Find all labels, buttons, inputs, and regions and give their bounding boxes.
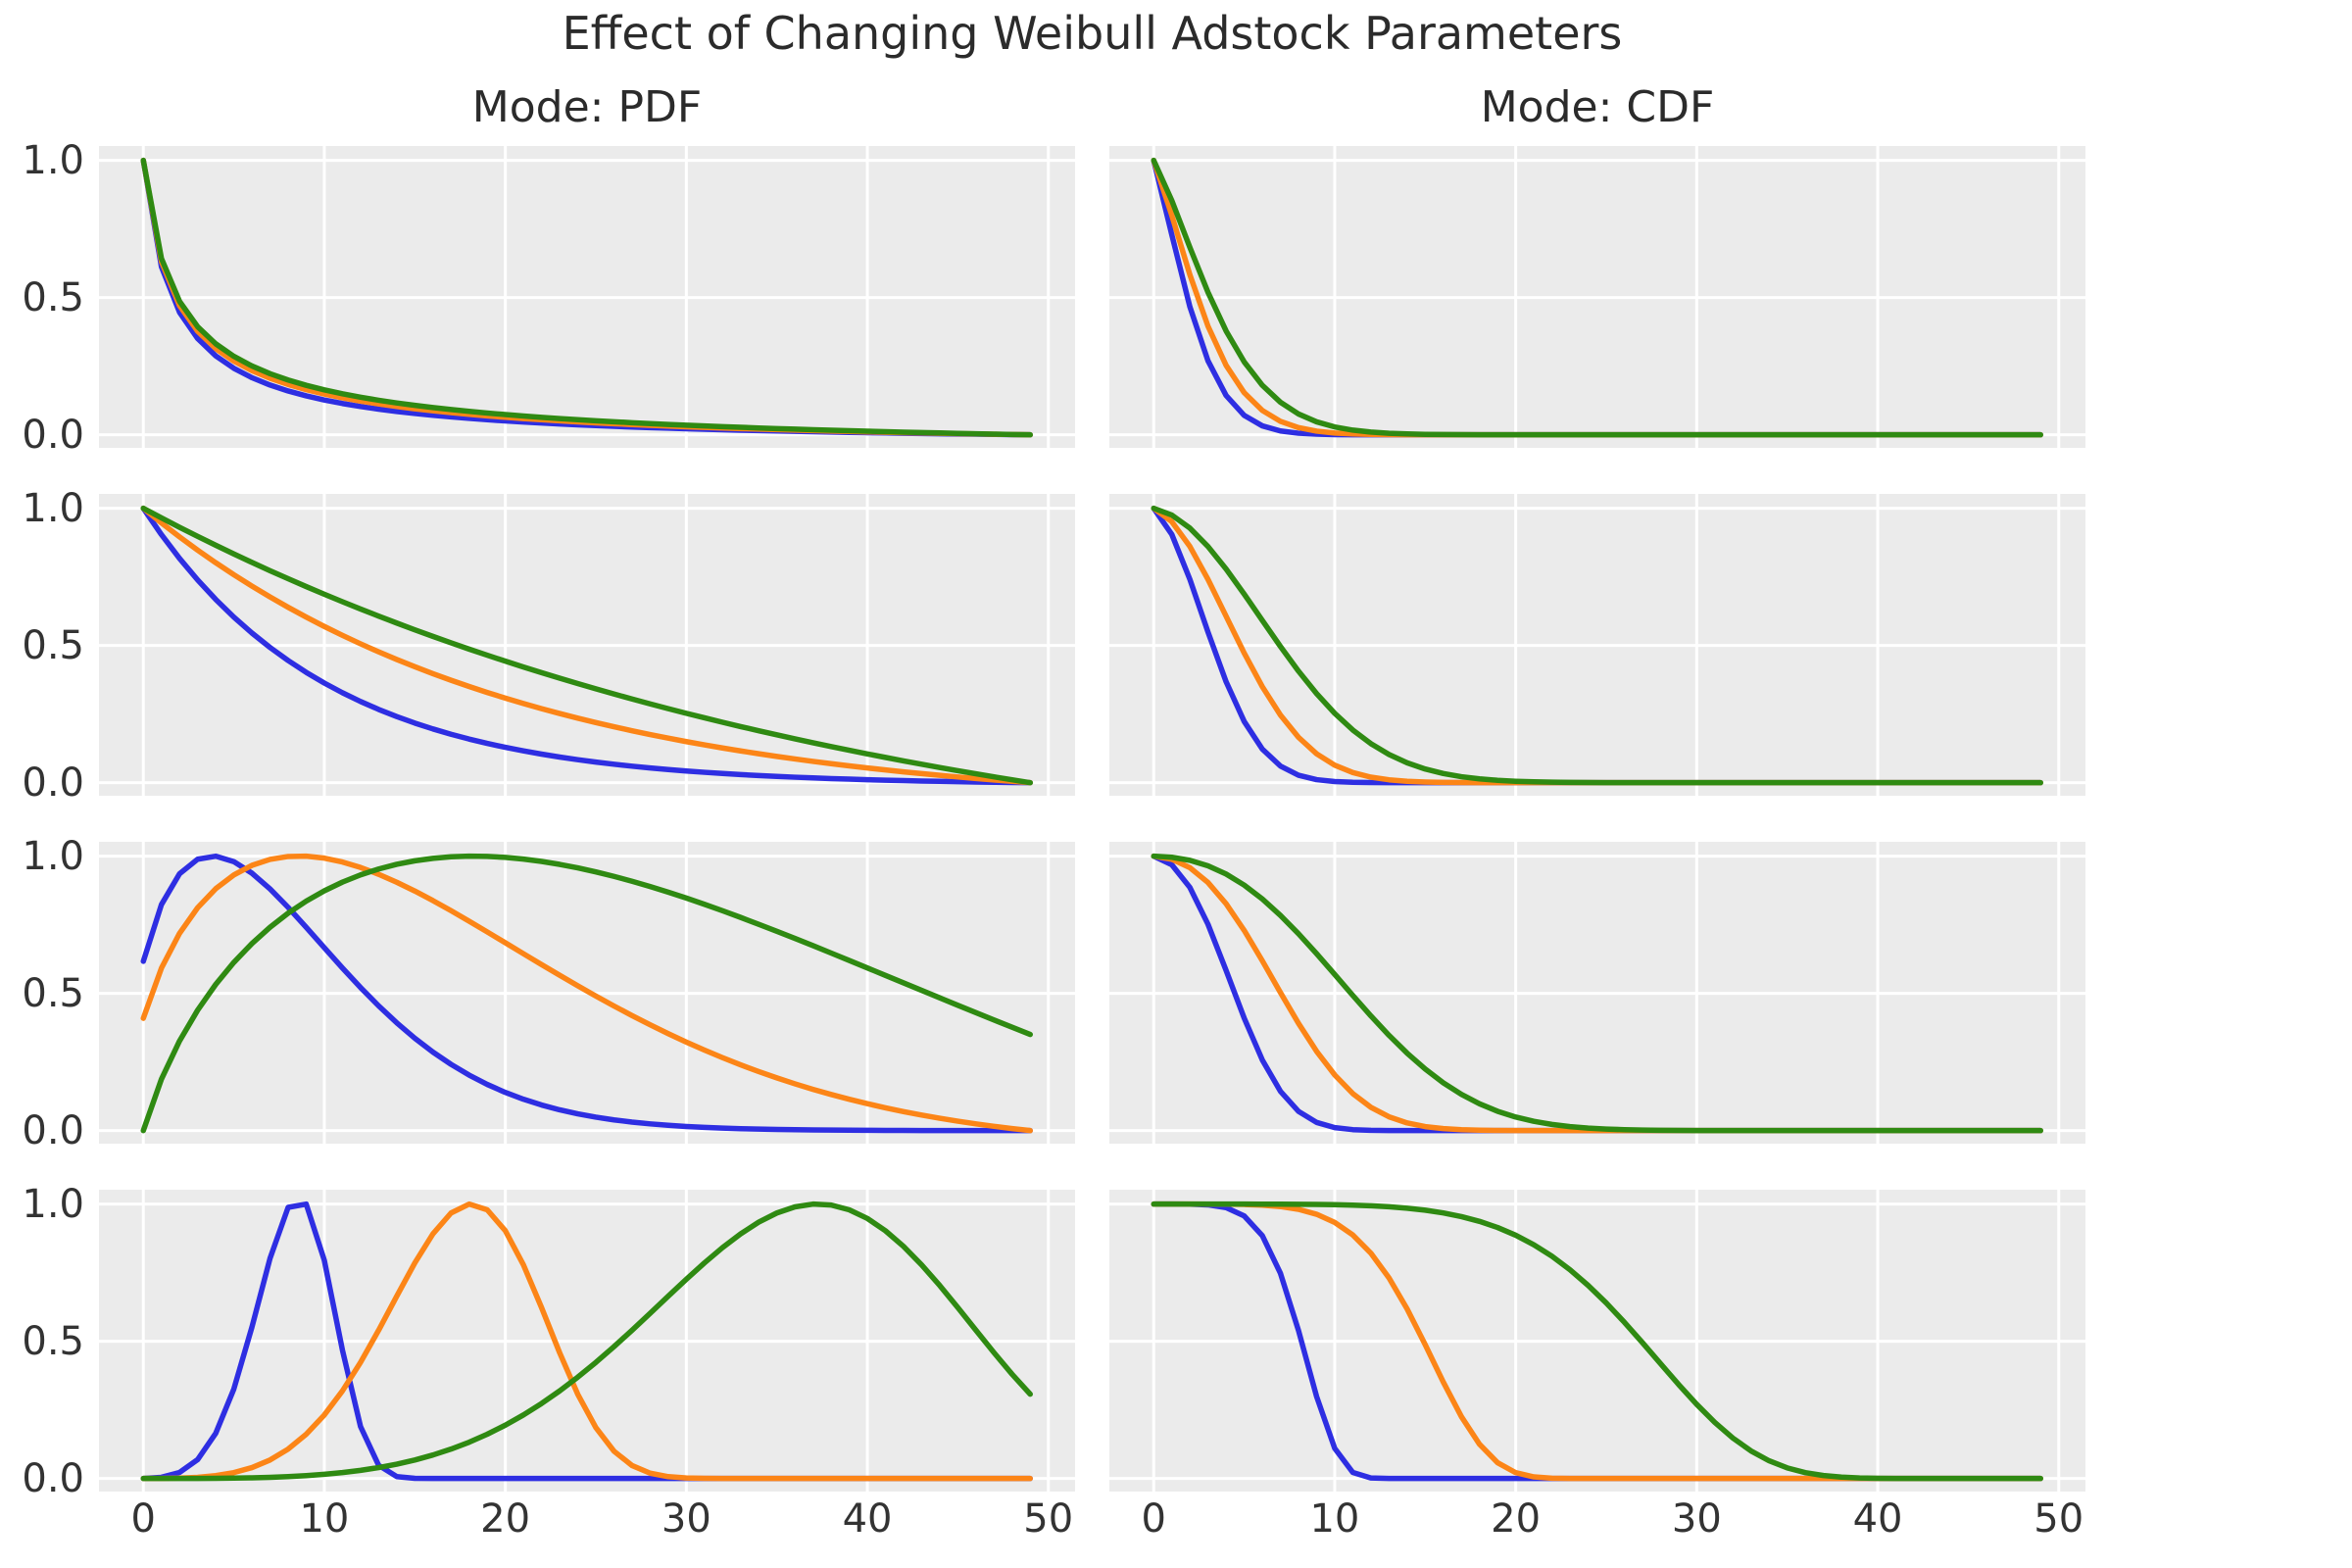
x-tick-label-pdf-10: 10	[299, 1496, 350, 1542]
y-tick-label-row2-0.5: 0.5	[22, 622, 84, 668]
curve-cdf-k1-lam40	[1151, 505, 2043, 786]
y-tick-label-row2-0.0: 0.0	[22, 760, 84, 806]
subplot-cdf-shape-5	[1109, 1190, 2085, 1492]
x-tick-label-pdf-50: 50	[1023, 1496, 1074, 1542]
x-tick-label-cdf-30: 30	[1671, 1496, 1722, 1542]
figure-title: Effect of Changing Weibull Adstock Param…	[562, 7, 1623, 60]
y-tick-label-row1-1.0: 1.0	[22, 137, 84, 183]
y-tick-label-row4-0.5: 0.5	[22, 1318, 84, 1364]
subplot-pdf-shape-0.5	[99, 146, 1075, 448]
column-title-cdf: Mode: CDF	[1480, 82, 1715, 132]
curve-pdf-k5-lam40	[140, 1200, 1033, 1482]
subplot-pdf-shape-1.5	[99, 842, 1075, 1144]
x-tick-label-cdf-20: 20	[1491, 1496, 1542, 1542]
curve-pdf-k1-lam40	[140, 505, 1033, 786]
subplot-cdf-shape-1	[1109, 494, 2085, 796]
x-tick-label-cdf-40: 40	[1852, 1496, 1903, 1542]
curve-cdf-k0.5-lam40	[1151, 157, 2043, 438]
column-title-pdf: Mode: PDF	[471, 82, 703, 132]
y-tick-label-row3-0.0: 0.0	[22, 1107, 84, 1153]
x-tick-label-pdf-20: 20	[480, 1496, 531, 1542]
curve-pdf-k1-lam20	[140, 505, 1033, 786]
x-tick-label-cdf-50: 50	[2034, 1496, 2084, 1542]
y-tick-label-row1-0.5: 0.5	[22, 274, 84, 320]
curve-pdf-k5-lam20	[140, 1200, 1033, 1482]
y-tick-label-row2-1.0: 1.0	[22, 485, 84, 531]
x-tick-label-cdf-10: 10	[1309, 1496, 1360, 1542]
subplot-pdf-shape-5	[99, 1190, 1075, 1492]
curve-pdf-k0.5-lam40	[140, 157, 1033, 438]
curve-cdf-k1.5-lam40	[1151, 853, 2043, 1134]
y-tick-label-row4-1.0: 1.0	[22, 1181, 84, 1227]
y-tick-label-row3-0.5: 0.5	[22, 970, 84, 1016]
curve-pdf-k1.5-lam40	[140, 853, 1033, 1134]
x-tick-label-pdf-30: 30	[661, 1496, 711, 1542]
subplot-pdf-shape-1	[99, 494, 1075, 796]
y-tick-label-row1-0.0: 0.0	[22, 412, 84, 458]
subplot-cdf-shape-1.5	[1109, 842, 2085, 1144]
curve-pdf-k1-lam10	[140, 505, 1033, 786]
curve-pdf-k1.5-lam20	[140, 853, 1033, 1134]
x-tick-label-pdf-0: 0	[130, 1496, 156, 1542]
x-tick-label-pdf-40: 40	[842, 1496, 893, 1542]
subplot-cdf-shape-0.5	[1109, 146, 2085, 448]
curve-cdf-k5-lam40	[1151, 1200, 2043, 1482]
x-tick-label-cdf-0: 0	[1141, 1496, 1166, 1542]
y-tick-label-row3-1.0: 1.0	[22, 833, 84, 879]
y-tick-label-row4-0.0: 0.0	[22, 1455, 84, 1501]
